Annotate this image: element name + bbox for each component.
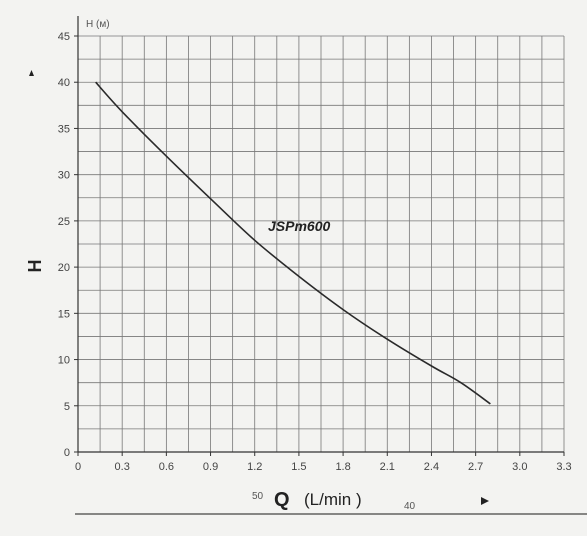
axes: [77, 16, 564, 453]
x-tick-label: 2.4: [424, 461, 439, 473]
x-tick-label: 1.8: [335, 461, 350, 473]
x-axis-symbol: Q: [274, 489, 290, 511]
x-axis-prefix: 50: [252, 491, 264, 502]
pump-curve-line: [95, 81, 491, 405]
y-tick-label: 25: [58, 216, 70, 228]
x-tick-label: 2.7: [468, 461, 483, 473]
x-tick-label: 3.3: [556, 461, 571, 473]
y-unit-label: H (м): [86, 19, 110, 30]
y-tick-label: 35: [58, 123, 70, 135]
x-tick-label: 0.3: [115, 461, 130, 473]
y-tick-label: 5: [64, 401, 70, 413]
y-tick-label: 45: [58, 31, 70, 43]
x-axis-suffix: 40: [404, 501, 416, 512]
x-axis-unit: (L/min ): [304, 490, 362, 509]
y-tick-label: 15: [58, 308, 70, 320]
y-tick-label: 40: [58, 77, 70, 89]
tick-labels: 0 0.3 0.6 0.9 1.2 1.5 1.8 2.1 2.4 2.7 3.0 3.3 0 5 10 15…: [58, 31, 572, 473]
x-tick-label: 3.0: [512, 461, 527, 473]
y-axis-arrow-icon: [29, 70, 34, 76]
x-tick-label: 0.9: [203, 461, 218, 473]
x-tick-label: 0: [75, 461, 81, 473]
x-tick-label: 1.2: [247, 461, 262, 473]
series: [95, 81, 491, 405]
y-tick-label: 10: [58, 355, 70, 367]
x-tick-label: 2.1: [380, 461, 395, 473]
x-tick-label: 1.5: [291, 461, 306, 473]
y-tick-label: 0: [64, 447, 70, 459]
x-axis-arrow-icon: [481, 497, 489, 505]
y-tick-label: 30: [58, 170, 70, 182]
series-label: JSPm600: [268, 218, 330, 234]
grid: [77, 35, 565, 453]
x-tick-label: 0.6: [159, 461, 174, 473]
y-tick-label: 20: [58, 262, 70, 274]
y-axis-letter: H: [25, 260, 45, 273]
